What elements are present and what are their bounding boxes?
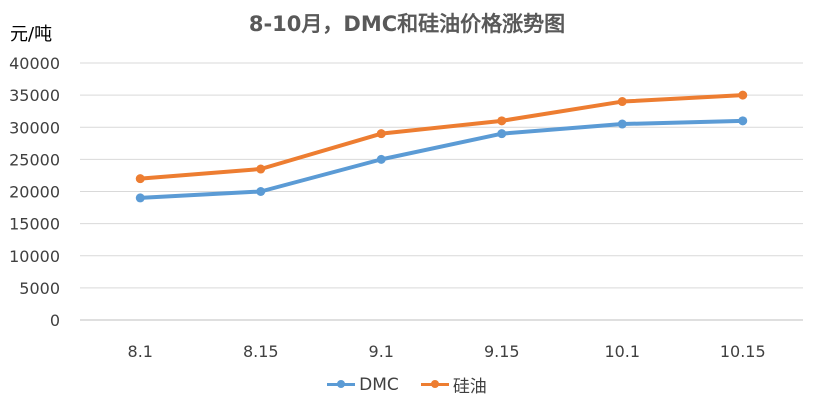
legend-label-dmc: DMC — [359, 374, 399, 395]
data-point — [376, 154, 386, 164]
data-point — [617, 119, 627, 129]
x-tick-label: 8.15 — [243, 342, 279, 361]
x-tick-label: 10.1 — [604, 342, 640, 361]
y-tick-label: 15000 — [9, 215, 60, 234]
data-point — [376, 129, 386, 139]
data-point — [256, 164, 266, 174]
y-tick-label: 0 — [50, 311, 60, 330]
data-point — [256, 187, 266, 196]
series-lines — [135, 90, 748, 203]
legend-item-dmc: DMC — [327, 372, 399, 397]
series-line-0 — [138, 118, 745, 200]
data-point — [135, 193, 145, 203]
legend: DMC 硅油 — [0, 372, 814, 397]
y-axis-unit-label: 元/吨 — [10, 24, 53, 45]
data-point — [738, 90, 748, 100]
legend-swatch-dmc — [327, 380, 356, 388]
data-point — [738, 116, 748, 126]
x-tick-label: 8.1 — [128, 342, 153, 361]
grid-lines — [80, 62, 803, 321]
x-tick-labels: 8.1 8.15 9.1 9.15 10.1 10.15 — [128, 342, 766, 361]
legend-label-silicone-oil: 硅油 — [452, 377, 487, 397]
x-tick-label: 9.1 — [369, 342, 394, 361]
data-point — [617, 97, 627, 107]
y-tick-labels: 0 5000 10000 15000 20000 25000 30000 35000 40000 — [9, 54, 60, 330]
data-point — [135, 174, 145, 184]
y-tick-label: 30000 — [9, 118, 60, 137]
x-tick-label: 10.15 — [720, 342, 766, 361]
legend-item-silicone-oil: 硅油 — [420, 372, 487, 397]
x-tick-label: 9.15 — [484, 342, 520, 361]
series-line-1 — [138, 93, 745, 181]
y-tick-label: 20000 — [9, 183, 60, 202]
y-tick-label: 40000 — [9, 54, 60, 73]
data-point — [497, 129, 507, 139]
y-tick-label: 35000 — [9, 86, 60, 105]
y-tick-label: 10000 — [9, 247, 60, 266]
data-point — [497, 116, 507, 126]
legend-swatch-silicone-oil — [420, 380, 449, 388]
y-tick-label: 5000 — [19, 279, 60, 298]
y-tick-label: 25000 — [9, 150, 60, 169]
chart-title: 8-10月，DMC和硅油价格涨势图 — [248, 12, 566, 36]
